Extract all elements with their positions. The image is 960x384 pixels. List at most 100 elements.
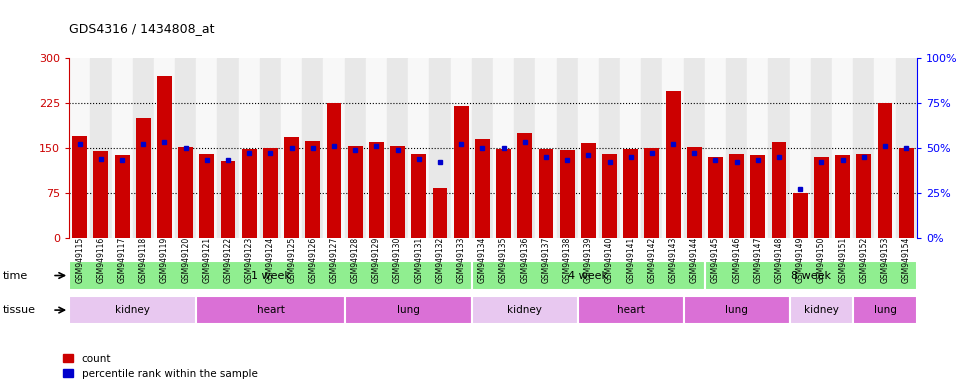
Bar: [662, 58, 684, 238]
Text: GSM949118: GSM949118: [139, 237, 148, 283]
Text: GSM949131: GSM949131: [415, 237, 423, 283]
Bar: [686, 147, 702, 238]
Text: GSM949130: GSM949130: [393, 237, 402, 283]
Bar: [136, 118, 151, 238]
Bar: [324, 58, 345, 238]
Bar: [620, 58, 641, 238]
Text: GSM949151: GSM949151: [838, 237, 847, 283]
Bar: [450, 58, 471, 238]
Text: GDS4316 / 1434808_at: GDS4316 / 1434808_at: [69, 22, 215, 35]
Bar: [471, 58, 493, 238]
Bar: [345, 296, 471, 324]
Bar: [175, 58, 196, 238]
Text: 4 week: 4 week: [568, 270, 609, 281]
Bar: [557, 58, 578, 238]
Bar: [200, 154, 214, 238]
Bar: [578, 58, 599, 238]
Bar: [811, 58, 832, 238]
Bar: [644, 148, 660, 238]
Bar: [768, 58, 790, 238]
Text: GSM949149: GSM949149: [796, 237, 804, 283]
Bar: [263, 148, 277, 238]
Bar: [536, 58, 557, 238]
Bar: [517, 133, 532, 238]
Text: heart: heart: [256, 305, 284, 315]
Bar: [602, 154, 617, 238]
Bar: [853, 296, 917, 324]
Bar: [560, 150, 574, 238]
Bar: [345, 58, 366, 238]
Bar: [708, 157, 723, 238]
Bar: [221, 161, 235, 238]
Text: GSM949128: GSM949128: [350, 237, 360, 283]
Text: GSM949125: GSM949125: [287, 237, 296, 283]
Bar: [72, 136, 87, 238]
Text: GSM949142: GSM949142: [647, 237, 657, 283]
Text: GSM949122: GSM949122: [224, 237, 232, 283]
Text: GSM949144: GSM949144: [690, 237, 699, 283]
Bar: [429, 58, 450, 238]
Bar: [369, 142, 384, 238]
Bar: [218, 58, 239, 238]
Bar: [515, 58, 536, 238]
Bar: [832, 58, 853, 238]
Text: lung: lung: [874, 305, 897, 315]
Bar: [896, 58, 917, 238]
Bar: [69, 58, 90, 238]
Text: GSM949154: GSM949154: [901, 237, 911, 283]
Text: GSM949147: GSM949147: [754, 237, 762, 283]
Bar: [684, 296, 790, 324]
Bar: [581, 143, 596, 238]
Text: GSM949134: GSM949134: [478, 237, 487, 283]
Bar: [790, 296, 853, 324]
Bar: [114, 155, 130, 238]
Bar: [705, 261, 917, 290]
Bar: [69, 296, 196, 324]
Text: GSM949133: GSM949133: [457, 237, 466, 283]
Bar: [875, 58, 896, 238]
Text: GSM949115: GSM949115: [75, 237, 84, 283]
Bar: [196, 58, 218, 238]
Bar: [475, 139, 490, 238]
Bar: [790, 58, 811, 238]
Text: GSM949132: GSM949132: [436, 237, 444, 283]
Text: GSM949143: GSM949143: [668, 237, 678, 283]
Bar: [493, 58, 515, 238]
Bar: [326, 103, 342, 238]
Bar: [90, 58, 111, 238]
Text: GSM949137: GSM949137: [541, 237, 550, 283]
Legend: count, percentile rank within the sample: count, percentile rank within the sample: [62, 354, 257, 379]
Text: GSM949116: GSM949116: [96, 237, 106, 283]
Text: GSM949136: GSM949136: [520, 237, 529, 283]
Bar: [877, 103, 893, 238]
Text: 1 week: 1 week: [251, 270, 290, 281]
Text: GSM949120: GSM949120: [181, 237, 190, 283]
Bar: [726, 58, 747, 238]
Bar: [751, 155, 765, 238]
Text: GSM949140: GSM949140: [605, 237, 614, 283]
Bar: [539, 149, 553, 238]
Text: lung: lung: [725, 305, 748, 315]
Bar: [471, 296, 578, 324]
Text: GSM949124: GSM949124: [266, 237, 275, 283]
Bar: [387, 58, 408, 238]
Bar: [390, 146, 405, 238]
Bar: [302, 58, 324, 238]
Bar: [814, 157, 828, 238]
Bar: [157, 76, 172, 238]
Bar: [366, 58, 387, 238]
Bar: [132, 58, 154, 238]
Text: kidney: kidney: [115, 305, 150, 315]
Text: kidney: kidney: [507, 305, 542, 315]
Bar: [196, 296, 345, 324]
Text: kidney: kidney: [804, 305, 839, 315]
Bar: [239, 58, 260, 238]
Bar: [793, 193, 807, 238]
Text: GSM949135: GSM949135: [499, 237, 508, 283]
Bar: [641, 58, 662, 238]
Bar: [412, 154, 426, 238]
Bar: [471, 261, 705, 290]
Text: GSM949153: GSM949153: [880, 237, 890, 283]
Bar: [853, 58, 875, 238]
Bar: [856, 154, 872, 238]
